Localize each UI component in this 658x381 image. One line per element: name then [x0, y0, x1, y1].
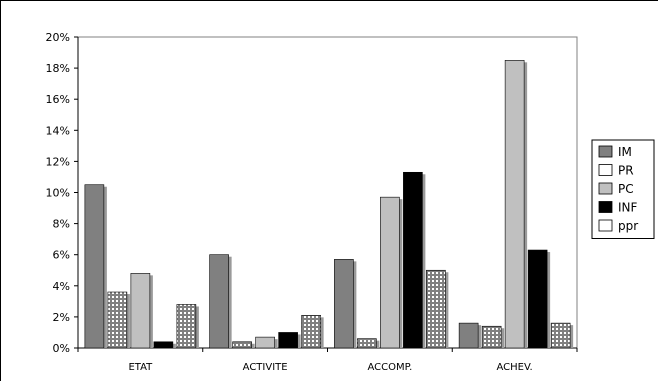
y-tick-label: 6% [53, 249, 70, 262]
bar [232, 341, 252, 349]
bar [153, 341, 174, 349]
y-axis: 0% 2% 4% 6% 8% 10% 12% 14% 16% 18% 20% [46, 31, 79, 355]
bar [130, 273, 151, 349]
y-tick-label: 4% [53, 280, 70, 293]
legend-label: PR [618, 164, 634, 178]
bar [209, 254, 229, 349]
legend: IM PR PC INF ppr [591, 139, 655, 239]
plot-border [77, 36, 578, 349]
y-tick-label: 0% [53, 342, 70, 355]
y-tick-label: 2% [53, 311, 70, 324]
x-axis: ETAT ACTIVITE ACCOMP. ACHEV. [77, 347, 578, 373]
x-tick-label: ACCOMP. [367, 362, 412, 373]
bar [426, 269, 446, 349]
legend-swatch [598, 145, 613, 158]
bar [527, 249, 548, 349]
bar [403, 171, 423, 349]
y-tick-label: 20% [46, 31, 70, 44]
legend-label: INF [618, 201, 638, 215]
bar [550, 322, 571, 349]
bar [458, 322, 479, 349]
bar [301, 315, 321, 349]
bar [84, 184, 105, 349]
legend-label: ppr [618, 219, 638, 233]
bar [481, 325, 502, 349]
legend-swatch [598, 219, 613, 232]
y-tick-label: 10% [46, 187, 70, 200]
bar [357, 338, 377, 349]
y-tick-label: 14% [46, 124, 70, 137]
legend-label: PC [618, 182, 634, 196]
legend-swatch [598, 182, 613, 195]
bar [380, 196, 400, 349]
bar [278, 332, 298, 349]
y-tick-label: 16% [46, 93, 70, 106]
legend-label: IM [618, 145, 632, 159]
bar [504, 60, 525, 349]
bars [84, 60, 574, 349]
bar [176, 304, 197, 349]
y-tick-label: 18% [46, 62, 70, 75]
y-tick-label: 12% [46, 155, 70, 168]
legend-swatch [598, 164, 613, 176]
plot-area [77, 36, 578, 349]
x-tick-label: ACTIVITE [243, 362, 288, 373]
x-tick-label: ETAT [128, 362, 153, 373]
bar [107, 291, 128, 349]
legend-swatch [598, 201, 613, 213]
bar [334, 259, 354, 349]
bar [255, 336, 275, 349]
y-tick-label: 8% [53, 218, 70, 231]
x-tick-label: ACHEV. [497, 362, 533, 373]
